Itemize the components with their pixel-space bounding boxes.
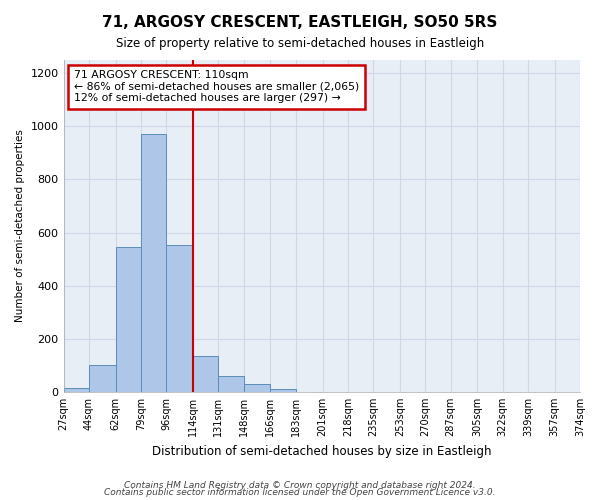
Bar: [166, 244, 193, 392]
Text: 71 ARGOSY CRESCENT: 110sqm
← 86% of semi-detached houses are smaller (2,065)
12%: 71 ARGOSY CRESCENT: 110sqm ← 86% of semi…: [74, 70, 359, 103]
Bar: [193, 356, 218, 392]
Bar: [64, 388, 89, 392]
Bar: [116, 247, 141, 392]
Bar: [244, 384, 271, 392]
Bar: [141, 134, 166, 392]
Text: Size of property relative to semi-detached houses in Eastleigh: Size of property relative to semi-detach…: [116, 38, 484, 51]
Text: 71, ARGOSY CRESCENT, EASTLEIGH, SO50 5RS: 71, ARGOSY CRESCENT, EASTLEIGH, SO50 5RS: [103, 15, 497, 30]
X-axis label: Distribution of semi-detached houses by size in Eastleigh: Distribution of semi-detached houses by …: [152, 444, 491, 458]
Bar: [218, 376, 244, 392]
Y-axis label: Number of semi-detached properties: Number of semi-detached properties: [15, 130, 25, 322]
Bar: [89, 366, 116, 392]
Bar: [271, 390, 296, 392]
Text: Contains public sector information licensed under the Open Government Licence v3: Contains public sector information licen…: [104, 488, 496, 497]
Text: Contains HM Land Registry data © Crown copyright and database right 2024.: Contains HM Land Registry data © Crown c…: [124, 480, 476, 490]
